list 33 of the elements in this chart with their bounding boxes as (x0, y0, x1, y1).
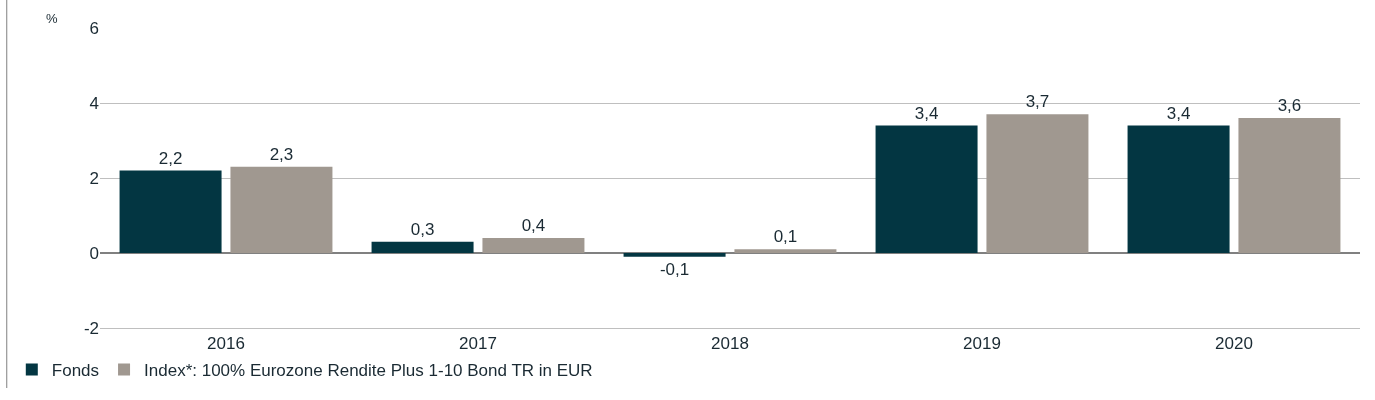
data-label: 2,2 (158, 148, 183, 168)
x-tick-label: 2017 (459, 334, 497, 354)
data-label: -0,1 (659, 259, 690, 279)
x-tick-label: 2016 (207, 334, 245, 354)
y-tick-label: 4 (89, 93, 99, 113)
bar (734, 249, 837, 253)
y-axis-title: % (46, 11, 58, 26)
legend-label: Index*: 100% Eurozone Rendite Plus 1-10 Bond TR in EUR (144, 361, 593, 381)
bar (230, 166, 333, 253)
legend-label: Fonds (51, 361, 100, 381)
y-tick-label: 6 (89, 18, 99, 38)
y-tick-label: 0 (89, 243, 99, 263)
bar (482, 238, 585, 253)
bar (875, 125, 978, 253)
y-tick-label: -2 (83, 318, 99, 338)
data-label: 0,4 (521, 216, 546, 235)
data-label: 3,6 (1277, 96, 1302, 115)
bar (623, 253, 726, 257)
data-label: 3,7 (1025, 92, 1050, 112)
data-label: 3,4 (1166, 103, 1191, 123)
data-label: 3,4 (914, 103, 939, 123)
bar (1238, 118, 1341, 253)
bar (986, 114, 1089, 253)
bar (371, 241, 474, 253)
data-label: 2,3 (269, 144, 294, 164)
x-tick-label: 2019 (963, 334, 1001, 354)
data-label: 0,3 (410, 219, 435, 239)
data-label: 0,1 (773, 227, 798, 247)
y-tick-label: 2 (89, 168, 99, 188)
bar (1127, 125, 1230, 253)
x-tick-label: 2020 (1215, 334, 1253, 354)
x-tick-label: 2018 (711, 334, 749, 354)
bar (119, 170, 222, 253)
